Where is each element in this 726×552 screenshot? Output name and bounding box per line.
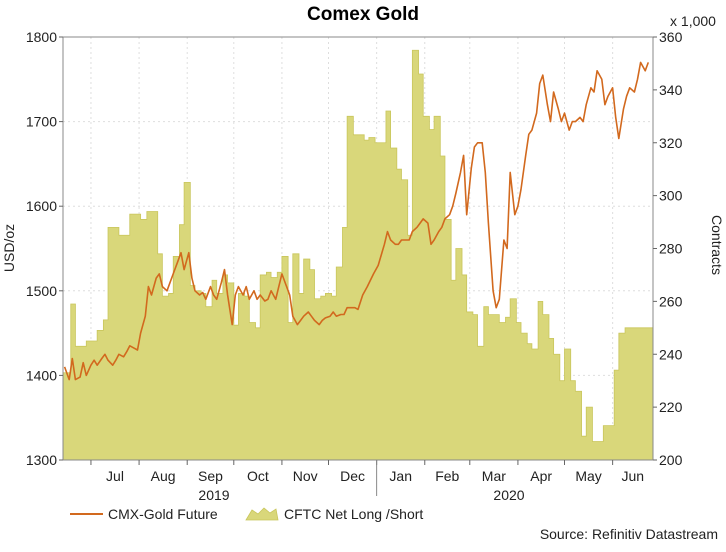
month-label: Oct <box>247 468 269 484</box>
series-cmx-gold-future <box>63 61 650 381</box>
month-label: Dec <box>340 468 365 484</box>
right-tick-label: 300 <box>659 188 683 204</box>
left-axis: 1300 1400 1500 1600 1700 1800 <box>26 29 63 468</box>
legend-label-gold-future: CMX-Gold Future <box>108 506 218 522</box>
left-axis-label: USD/oz <box>1 224 17 272</box>
month-label: Jun <box>622 468 645 484</box>
month-label: Feb <box>435 468 459 484</box>
chart-title: Comex Gold <box>307 4 419 25</box>
net-long-area-layer <box>62 49 654 461</box>
x-axis: Jul Aug Sep Oct Nov Dec Jan Feb Mar Apr May Jun 2019… <box>90 460 645 503</box>
left-tick-label: 1800 <box>26 29 57 45</box>
right-tick-label: 340 <box>659 82 683 98</box>
right-axis: 200 220 240 260 280 300 320 340 360 <box>653 29 683 468</box>
legend-area-swatch <box>245 507 279 521</box>
left-tick-label: 1300 <box>26 452 57 468</box>
right-tick-label: 320 <box>659 135 683 151</box>
right-tick-label: 280 <box>659 241 683 257</box>
left-tick-label: 1500 <box>26 283 57 299</box>
left-tick-label: 1400 <box>26 367 57 383</box>
series-cftc-net-long-short <box>62 49 654 461</box>
right-axis-unit-label: x 1,000 <box>670 13 716 29</box>
right-tick-label: 360 <box>659 29 683 45</box>
year-label: 2019 <box>198 487 229 503</box>
source-note: Source: Refinitiv Datastream <box>540 526 718 542</box>
month-label: Nov <box>293 468 318 484</box>
month-label: Mar <box>482 468 506 484</box>
month-label: Aug <box>151 468 176 484</box>
month-label: Jan <box>389 468 412 484</box>
month-label: Apr <box>530 468 552 484</box>
right-tick-label: 240 <box>659 346 683 362</box>
gold-price-line-layer <box>63 61 650 381</box>
right-tick-label: 220 <box>659 399 683 415</box>
month-label: May <box>575 468 601 484</box>
legend: CMX-Gold Future CFTC Net Long /Short <box>70 506 423 522</box>
month-label: Jul <box>106 468 124 484</box>
left-tick-label: 1600 <box>26 198 57 214</box>
left-tick-label: 1700 <box>26 114 57 130</box>
right-tick-label: 200 <box>659 452 683 468</box>
right-axis-label: Contracts <box>709 215 725 275</box>
year-label: 2020 <box>493 487 524 503</box>
legend-label-cftc: CFTC Net Long /Short <box>284 506 423 522</box>
month-label: Sep <box>198 468 223 484</box>
right-tick-label: 260 <box>659 293 683 309</box>
